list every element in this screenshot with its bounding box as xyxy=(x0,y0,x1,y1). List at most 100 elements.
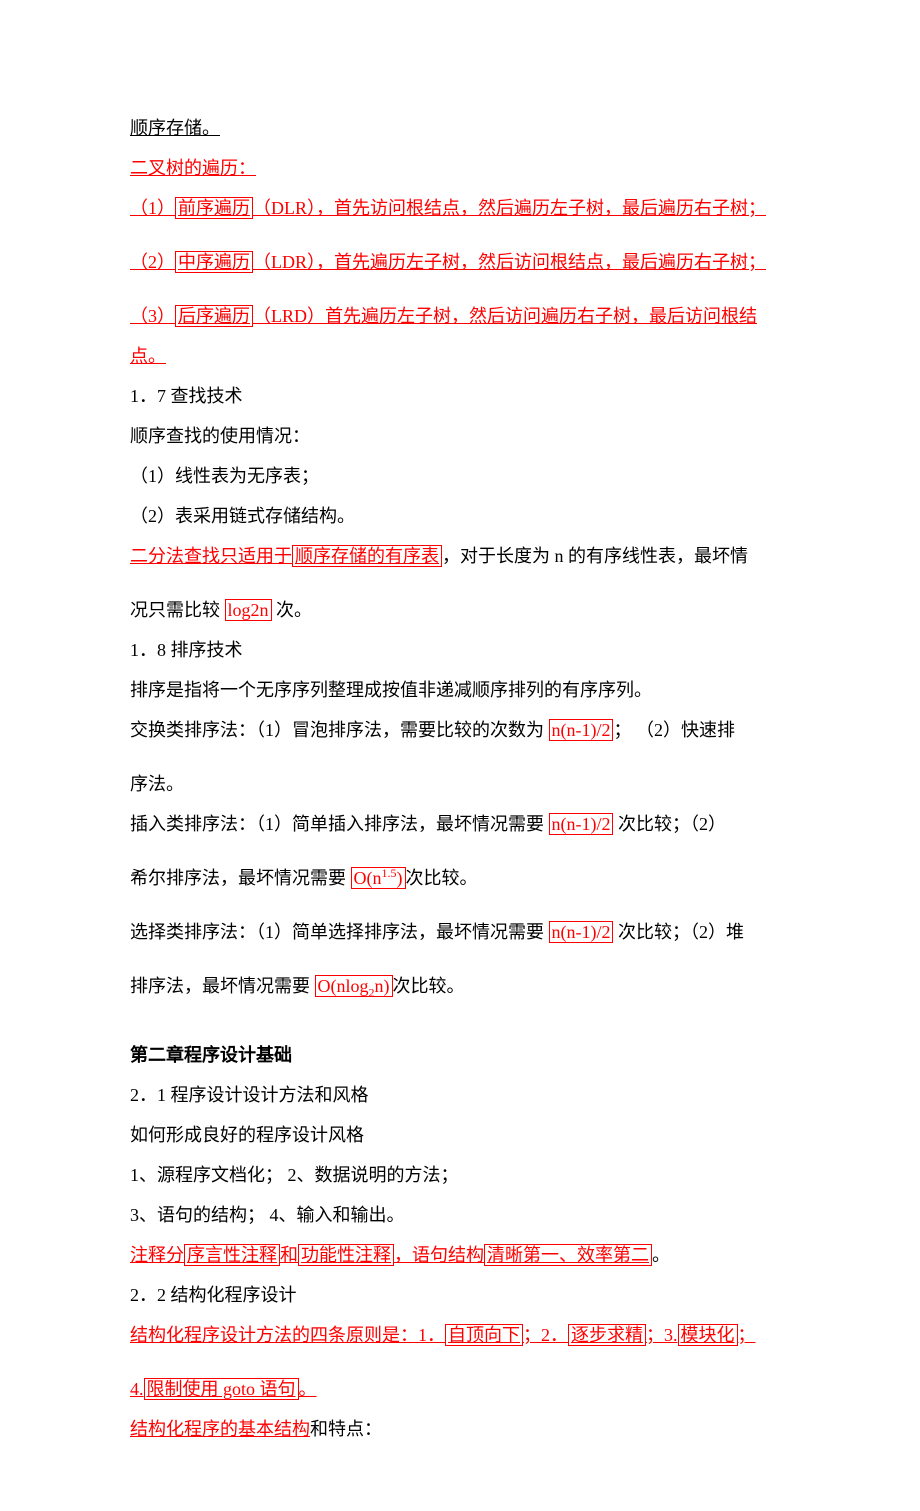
line-insert-sort-2: 希尔排序法，最坏情况需要 O(n1.5)次比较。 xyxy=(130,860,790,896)
line-binary-search-1: 二分法查找只适用于顺序存储的有序表，对于长度为 n 的有序线性表，最坏情 xyxy=(130,538,790,574)
box-postorder: 后序遍历 xyxy=(175,305,253,327)
box-modular: 模块化 xyxy=(678,1324,738,1346)
text: 次。 xyxy=(276,600,312,620)
text: 交换类排序法：（1）冒泡排序法，需要比较的次数为 xyxy=(130,720,544,740)
line-binary-search-2: 况只需比较 log2n 次。 xyxy=(130,592,790,628)
text: 点。 xyxy=(130,346,166,366)
line-insert-sort-1: 插入类排序法：（1）简单插入排序法，最坏情况需要 n(n-1)/2 次比较；（2… xyxy=(130,806,790,842)
text-traversal-title: 二叉树的遍历： xyxy=(130,158,256,178)
box-on15: O(n1.5) xyxy=(351,867,406,889)
line: 3、语句的结构； 4、输入和输出。 xyxy=(130,1197,790,1233)
line-inorder: （2）中序遍历（LDR），首先遍历左子树，然后访问根结点，最后遍历右子树； xyxy=(130,244,790,280)
spacer xyxy=(130,1357,790,1371)
text: 1．7 查找技术 xyxy=(130,386,243,406)
text: 1．8 排序技术 xyxy=(130,640,243,660)
text: 注释分 xyxy=(130,1245,184,1265)
spacer xyxy=(130,230,790,244)
text: 次比较；（2） xyxy=(618,814,726,834)
text: 3、语句的结构； 4、输入和输出。 xyxy=(130,1205,405,1225)
box-prologue-comment: 序言性注释 xyxy=(184,1244,280,1266)
text: 和特点： xyxy=(310,1419,382,1439)
text: ；3. xyxy=(646,1325,678,1345)
line-select-sort-1: 选择类排序法：（1）简单选择排序法，最坏情况需要 n(n-1)/2 次比较；（2… xyxy=(130,914,790,950)
text: O(n xyxy=(354,868,382,888)
box-clarity-first: 清晰第一、效率第二 xyxy=(484,1244,652,1266)
text: 1、源程序文档化； 2、数据说明的方法； xyxy=(130,1165,459,1185)
text: （1）线性表为无序表； xyxy=(130,466,319,486)
superscript: 1.5 xyxy=(382,866,397,880)
text: 次比较；（2）堆 xyxy=(618,922,744,942)
heading-1-8: 1．8 排序技术 xyxy=(130,632,790,668)
line: 1、源程序文档化； 2、数据说明的方法； xyxy=(130,1157,790,1193)
text: 。 xyxy=(299,1379,317,1399)
spacer xyxy=(130,1023,790,1037)
text: 排序是指将一个无序序列整理成按值非递减顺序排列的有序序列。 xyxy=(130,680,652,700)
text: （2） xyxy=(130,252,175,272)
text: 结构化程序的基本结构 xyxy=(130,1419,310,1439)
line: （2）表采用链式存储结构。 xyxy=(130,498,790,534)
heading-2-2: 2．2 结构化程序设计 xyxy=(130,1277,790,1313)
line-structured-basic: 结构化程序的基本结构和特点： xyxy=(130,1411,790,1447)
spacer xyxy=(130,1009,790,1023)
text: ，语句结构 xyxy=(394,1245,484,1265)
line: 如何形成良好的程序设计风格 xyxy=(130,1117,790,1153)
text: （DLR），首先访问根结点，然后遍历左子树，最后遍历右子树； xyxy=(253,198,766,218)
heading-1-7: 1．7 查找技术 xyxy=(130,378,790,414)
document-page: 顺序存储。 二叉树的遍历： （1）前序遍历（DLR），首先访问根结点，然后遍历左… xyxy=(0,0,920,1511)
text: 插入类排序法：（1）简单插入排序法，最坏情况需要 xyxy=(130,814,544,834)
line-exchange-sort-1: 交换类排序法：（1）冒泡排序法，需要比较的次数为 n(n-1)/2； （2）快速… xyxy=(130,712,790,748)
line-structured-principles-1: 结构化程序设计方法的四条原则是：1．自顶向下；2．逐步求精；3.模块化； xyxy=(130,1317,790,1353)
text: 排序法，最坏情况需要 xyxy=(130,976,310,996)
text: 次比较。 xyxy=(406,868,478,888)
spacer xyxy=(130,284,790,298)
text: 顺序查找的使用情况： xyxy=(130,426,310,446)
text: O(nlog xyxy=(318,976,369,996)
text: 况只需比较 xyxy=(130,600,220,620)
text: ； （2）快速排 xyxy=(613,720,735,740)
line-structured-principles-2: 4.限制使用 goto 语句。 xyxy=(130,1371,790,1407)
heading-2-1: 2．1 程序设计设计方法和风格 xyxy=(130,1077,790,1113)
box-functional-comment: 功能性注释 xyxy=(298,1244,394,1266)
text: （1） xyxy=(130,198,175,218)
text: 和 xyxy=(280,1245,298,1265)
text: （LDR），首先遍历左子树，然后访问根结点，最后遍历右子树； xyxy=(253,252,766,272)
text: 。 xyxy=(652,1245,670,1265)
line: 排序是指将一个无序序列整理成按值非递减顺序排列的有序序列。 xyxy=(130,672,790,708)
line: （1）线性表为无序表； xyxy=(130,458,790,494)
text: 2．1 程序设计设计方法和风格 xyxy=(130,1085,369,1105)
text: 结构化程序设计方法的四条原则是：1． xyxy=(130,1325,445,1345)
line-traversal-title: 二叉树的遍历： xyxy=(130,150,790,186)
text: ，对于长度为 n 的有序线性表，最坏情 xyxy=(442,546,748,566)
line-select-sort-2: 排序法，最坏情况需要 O(nlog2n)次比较。 xyxy=(130,968,790,1005)
line-postorder-1: （3）后序遍历（LRD）首先遍历左子树，然后访问遍历右子树，最后访问根结 xyxy=(130,298,790,334)
box-preorder: 前序遍历 xyxy=(175,197,253,219)
text: 第二章程序设计基础 xyxy=(130,1045,292,1065)
text: 二分法查找只适用于 xyxy=(130,546,292,566)
box-limit-goto: 限制使用 goto 语句 xyxy=(144,1378,299,1400)
text: （3） xyxy=(130,306,175,326)
box-onlog2n: O(nlog2n) xyxy=(315,975,393,997)
box-inorder: 中序遍历 xyxy=(175,251,253,273)
text: ； xyxy=(738,1325,756,1345)
box-log2n: log2n xyxy=(225,599,272,621)
line-postorder-2: 点。 xyxy=(130,338,790,374)
line-exchange-sort-2: 序法。 xyxy=(130,766,790,802)
spacer xyxy=(130,578,790,592)
spacer xyxy=(130,954,790,968)
text: 序法。 xyxy=(130,774,184,794)
text: 选择类排序法：（1）简单选择排序法，最坏情况需要 xyxy=(130,922,544,942)
line-storage: 顺序存储。 xyxy=(130,110,790,146)
spacer xyxy=(130,752,790,766)
line: 顺序查找的使用情况： xyxy=(130,418,790,454)
heading-chapter-2: 第二章程序设计基础 xyxy=(130,1037,790,1073)
text-storage: 顺序存储。 xyxy=(130,118,220,138)
box-top-down: 自顶向下 xyxy=(445,1324,523,1346)
text: 希尔排序法，最坏情况需要 xyxy=(130,868,346,888)
box-stepwise: 逐步求精 xyxy=(568,1324,646,1346)
text: （2）表采用链式存储结构。 xyxy=(130,506,355,526)
text: 如何形成良好的程序设计风格 xyxy=(130,1125,364,1145)
text: （LRD）首先遍历左子树，然后访问遍历右子树，最后访问根结 xyxy=(253,306,757,326)
text: 4. xyxy=(130,1379,144,1399)
text: 次比较。 xyxy=(393,976,465,996)
line-preorder: （1）前序遍历（DLR），首先访问根结点，然后遍历左子树，最后遍历右子树； xyxy=(130,190,790,226)
